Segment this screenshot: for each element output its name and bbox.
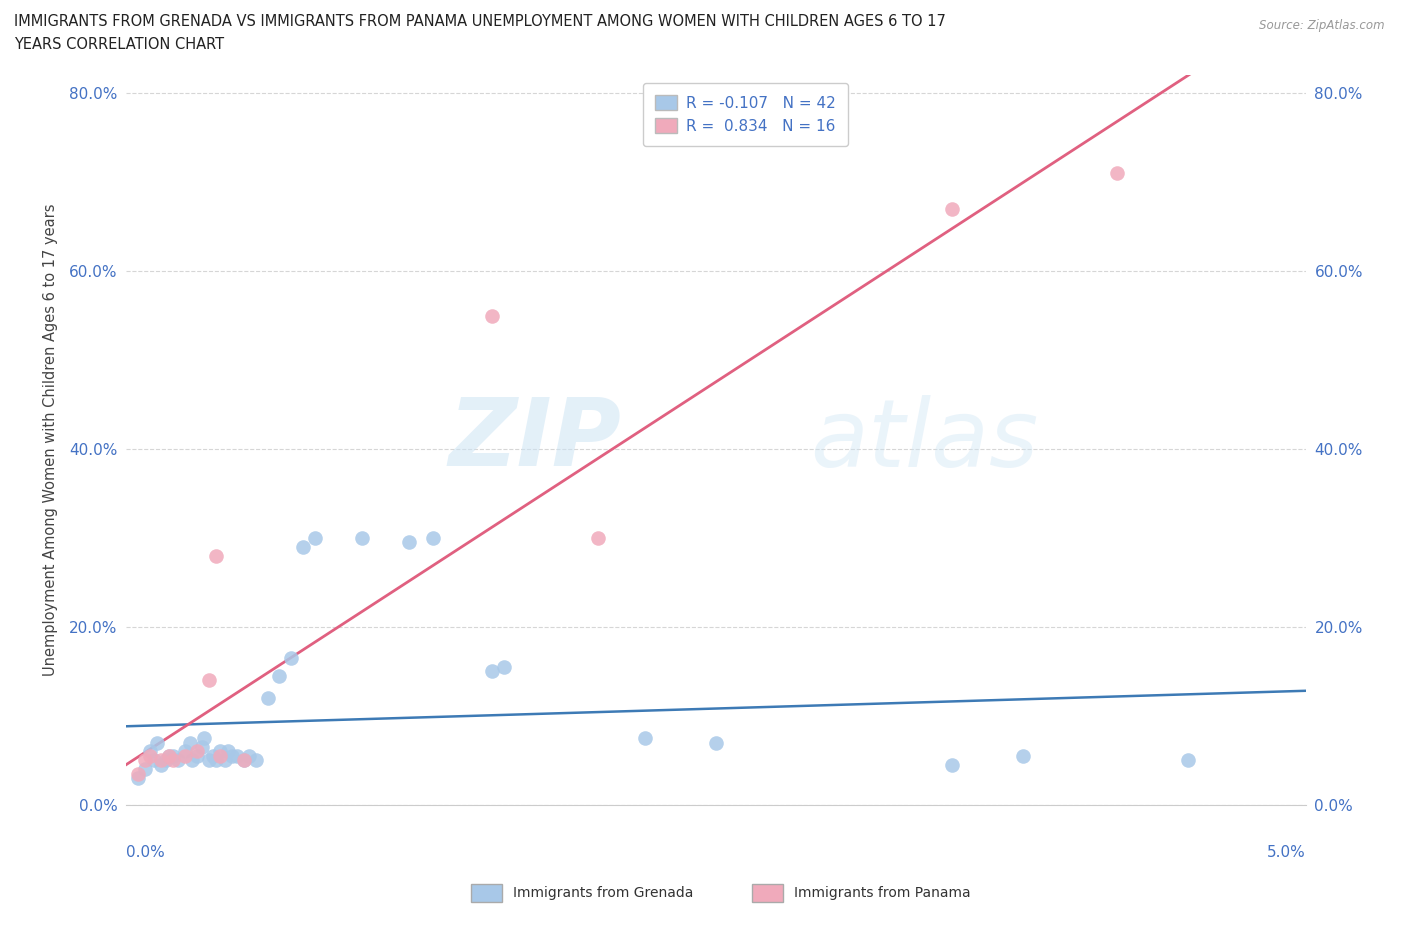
Point bbox=[1107, 166, 1129, 180]
Point bbox=[174, 749, 197, 764]
Point bbox=[238, 749, 260, 764]
Point bbox=[256, 691, 278, 706]
Point bbox=[209, 749, 232, 764]
Text: 0.0%: 0.0% bbox=[127, 845, 165, 860]
Point bbox=[481, 664, 503, 679]
Point bbox=[941, 757, 963, 772]
Point bbox=[269, 669, 291, 684]
Point bbox=[190, 739, 212, 754]
Legend: R = -0.107   N = 42, R =  0.834   N = 16: R = -0.107 N = 42, R = 0.834 N = 16 bbox=[643, 83, 848, 146]
Text: Immigrants from Grenada: Immigrants from Grenada bbox=[513, 885, 693, 900]
Point bbox=[150, 757, 173, 772]
Point bbox=[197, 672, 219, 687]
Point bbox=[492, 659, 515, 674]
Point bbox=[352, 530, 374, 545]
Point bbox=[941, 202, 963, 217]
Point bbox=[292, 539, 315, 554]
Point bbox=[202, 749, 225, 764]
Point bbox=[162, 753, 184, 768]
Point bbox=[704, 735, 727, 750]
Point bbox=[193, 731, 215, 746]
Point bbox=[155, 753, 177, 768]
Text: ZIP: ZIP bbox=[449, 394, 621, 486]
Point bbox=[186, 749, 208, 764]
Point bbox=[134, 753, 156, 768]
Point bbox=[586, 530, 609, 545]
Text: Immigrants from Panama: Immigrants from Panama bbox=[794, 885, 972, 900]
Text: Source: ZipAtlas.com: Source: ZipAtlas.com bbox=[1260, 19, 1385, 32]
Point bbox=[422, 530, 444, 545]
Point bbox=[197, 753, 219, 768]
Point bbox=[138, 749, 160, 764]
Point bbox=[157, 749, 180, 764]
Point bbox=[481, 308, 503, 323]
Point bbox=[127, 766, 149, 781]
Point bbox=[186, 744, 208, 759]
Point bbox=[226, 749, 249, 764]
Text: YEARS CORRELATION CHART: YEARS CORRELATION CHART bbox=[14, 37, 224, 52]
Point bbox=[217, 744, 239, 759]
Point bbox=[1177, 753, 1199, 768]
Point bbox=[157, 749, 180, 764]
Point bbox=[634, 731, 657, 746]
Point bbox=[221, 749, 243, 764]
Point bbox=[145, 735, 167, 750]
Point bbox=[245, 753, 267, 768]
Point bbox=[167, 753, 190, 768]
Point bbox=[179, 735, 201, 750]
Point bbox=[214, 753, 236, 768]
Point bbox=[304, 530, 326, 545]
Text: IMMIGRANTS FROM GRENADA VS IMMIGRANTS FROM PANAMA UNEMPLOYMENT AMONG WOMEN WITH : IMMIGRANTS FROM GRENADA VS IMMIGRANTS FR… bbox=[14, 14, 946, 29]
Point bbox=[280, 651, 302, 666]
Point bbox=[143, 753, 166, 768]
Point bbox=[150, 753, 173, 768]
Point bbox=[127, 771, 149, 786]
Text: 5.0%: 5.0% bbox=[1267, 845, 1306, 860]
Text: atlas: atlas bbox=[810, 394, 1039, 485]
Point bbox=[398, 535, 420, 550]
Point bbox=[181, 753, 204, 768]
Point bbox=[209, 744, 232, 759]
Point bbox=[162, 749, 184, 764]
Point bbox=[138, 744, 160, 759]
Point bbox=[174, 744, 197, 759]
Point bbox=[233, 753, 256, 768]
Point bbox=[1011, 749, 1033, 764]
Point bbox=[134, 762, 156, 777]
Point bbox=[204, 753, 226, 768]
Point bbox=[204, 549, 226, 564]
Y-axis label: Unemployment Among Women with Children Ages 6 to 17 years: Unemployment Among Women with Children A… bbox=[44, 204, 58, 676]
Point bbox=[233, 753, 256, 768]
